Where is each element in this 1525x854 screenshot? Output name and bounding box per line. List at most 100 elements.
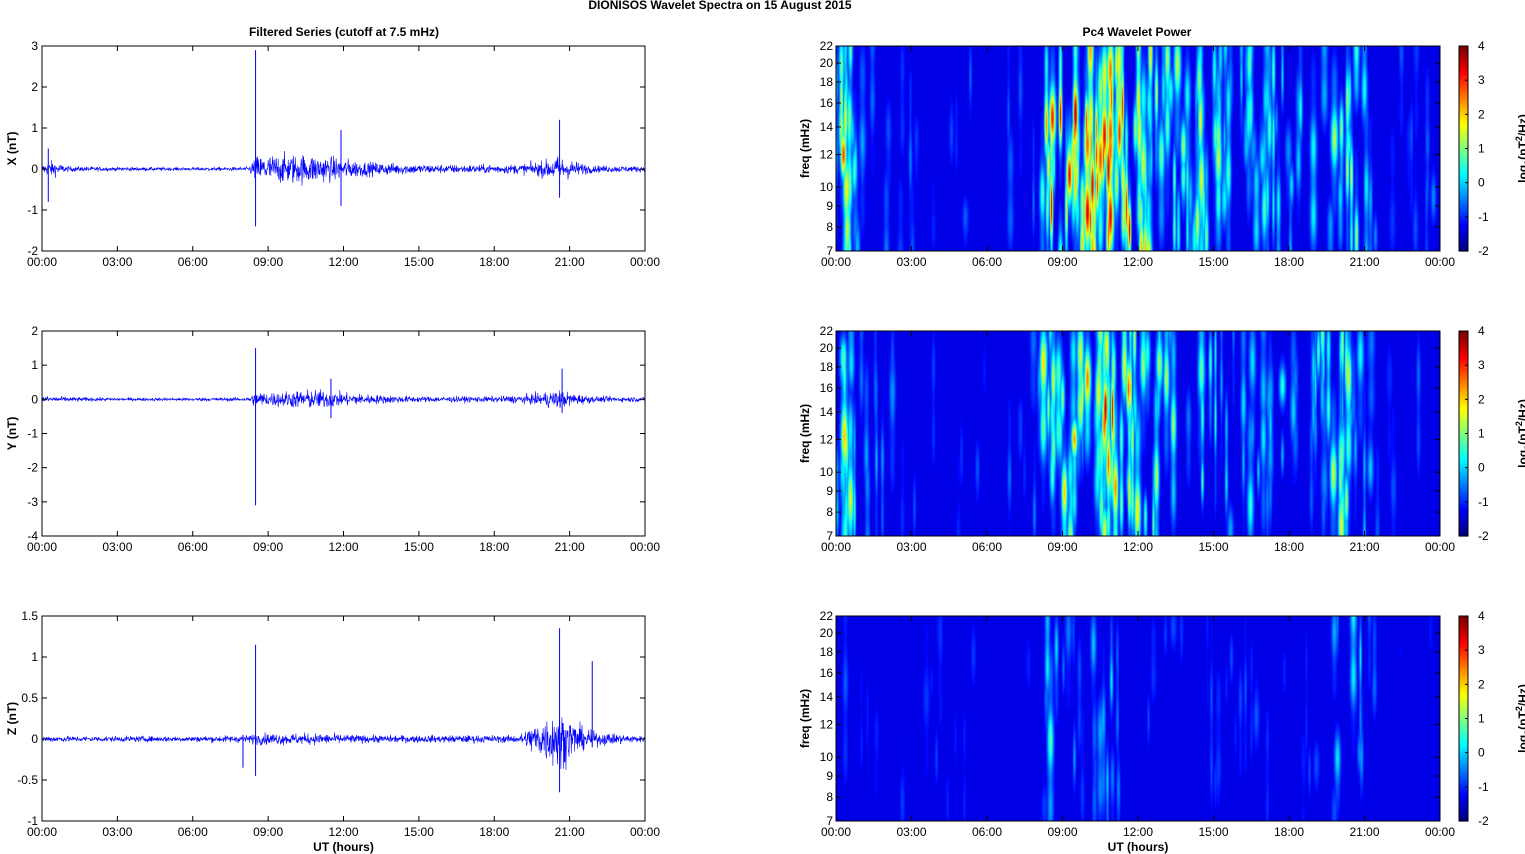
colorbar-swatch [1459,651,1468,656]
colorbar-swatch [1459,222,1468,226]
colorbar-swatch [1459,776,1468,780]
colorbar-label-part: /Hz) [1516,684,1525,706]
colorbar-swatch [1459,436,1468,441]
colorbar-swatch [1459,372,1468,377]
colorbar-swatch [1459,183,1468,188]
colorbar-swatch [1459,411,1468,415]
colorbar-swatch [1459,708,1468,713]
series-trace-y [41,389,646,409]
colorbar-swatch [1459,145,1468,150]
colorbar-tick-label: 2 [1478,392,1485,406]
x-tick-label: 21:00 [1349,255,1379,269]
colorbar-swatch [1459,459,1468,463]
colorbar-tick-label: -1 [1478,780,1489,794]
colorbar-swatch [1459,126,1468,130]
colorbar-swatch [1459,510,1468,515]
colorbar-swatch [1459,516,1468,521]
colorbar-swatch [1459,760,1468,764]
y-tick-label: 18 [820,75,834,89]
colorbar-tick-label: 0 [1478,746,1485,760]
y-tick-label: 9 [826,484,833,498]
y-tick-label: 0 [31,392,38,406]
colorbar-swatch [1459,379,1468,383]
colorbar-swatch [1459,616,1468,620]
figure-title: DIONISOS Wavelet Spectra on 15 August 20… [588,0,852,12]
colorbar-swatch [1459,363,1468,367]
colorbar-swatch [1459,462,1468,467]
colorbar-swatch [1459,446,1468,451]
colorbar-label-part: log [1516,165,1525,183]
colorbar-swatch [1459,206,1468,210]
colorbar-swatch [1459,740,1468,745]
x-tick-label: 00:00 [1425,825,1455,839]
colorbar-swatch [1459,359,1468,364]
x-axis-label: UT (hours) [313,840,374,854]
colorbar-swatch [1459,721,1468,726]
colorbar-swatch [1459,699,1468,704]
colorbar-swatch [1459,519,1468,524]
x-tick-label: 15:00 [404,255,434,269]
y-tick-label: 0 [31,162,38,176]
x-tick-label: 06:00 [178,540,208,554]
y-tick-label: 0.5 [21,691,38,705]
y-tick-label: 8 [826,790,833,804]
y-tick-label: 16 [820,96,834,110]
colorbar-swatch [1459,174,1468,178]
y-tick-label: 2 [31,324,38,338]
colorbar-swatch [1459,337,1468,342]
colorbar-label-part: 2 [1523,445,1525,450]
x-tick-label: 21:00 [555,255,585,269]
y-axis-label: Y (nT) [5,417,19,451]
x-tick-label: 21:00 [555,540,585,554]
colorbar-swatch [1459,404,1468,409]
colorbar-swatch [1459,398,1468,403]
colorbar-swatch [1459,632,1468,636]
colorbar-swatch [1459,142,1468,146]
colorbar-swatch [1459,487,1468,492]
colorbar-swatch [1459,190,1468,194]
colorbar-swatch [1459,65,1468,70]
colorbar-swatch [1459,638,1468,643]
colorbar-swatch [1459,808,1468,812]
x-tick-label: 12:00 [328,540,358,554]
x-tick-label: 15:00 [1198,255,1228,269]
colorbar-swatch [1459,705,1468,710]
y-tick-label: 18 [820,645,834,659]
colorbar-swatch [1459,676,1468,681]
colorbar-swatch [1459,62,1468,66]
y-axis-label: Z (nT) [5,702,19,735]
colorbar-swatch [1459,132,1468,137]
x-tick-label: 00:00 [27,825,57,839]
x-tick-label: 21:00 [1349,825,1379,839]
y-tick-label: 7 [826,814,833,828]
y-tick-label: 12 [820,718,834,732]
colorbar-swatch [1459,158,1468,162]
colorbar-label: log2(nT2/Hz) [1514,684,1525,753]
y-tick-label: -0.5 [17,773,38,787]
colorbar-swatch [1459,500,1468,505]
x-tick-label: 12:00 [1123,540,1153,554]
colorbar-tick-label: -2 [1478,529,1489,543]
y-tick-label: 12 [820,433,834,447]
y-tick-label: -1 [27,203,38,217]
colorbar-swatch [1459,196,1468,201]
colorbar-swatch [1459,724,1468,729]
x-tick-label: 06:00 [972,825,1002,839]
colorbar-swatch [1459,234,1468,239]
colorbar-swatch [1459,238,1468,242]
colorbar-swatch [1459,795,1468,800]
colorbar-swatch [1459,491,1468,495]
colorbar-label-part: 2 [1523,730,1525,735]
colorbar-swatch [1459,100,1468,105]
colorbar-swatch [1459,814,1468,819]
x-tick-label: 00:00 [27,255,57,269]
y-tick-label: 8 [826,505,833,519]
colorbar-swatch [1459,750,1468,755]
x-tick-label: 21:00 [1349,540,1379,554]
colorbar-swatch [1459,84,1468,89]
y-tick-label: 22 [820,609,834,623]
y-tick-label: 10 [820,465,834,479]
x-tick-label: 09:00 [253,825,283,839]
colorbar-swatch [1459,523,1468,527]
